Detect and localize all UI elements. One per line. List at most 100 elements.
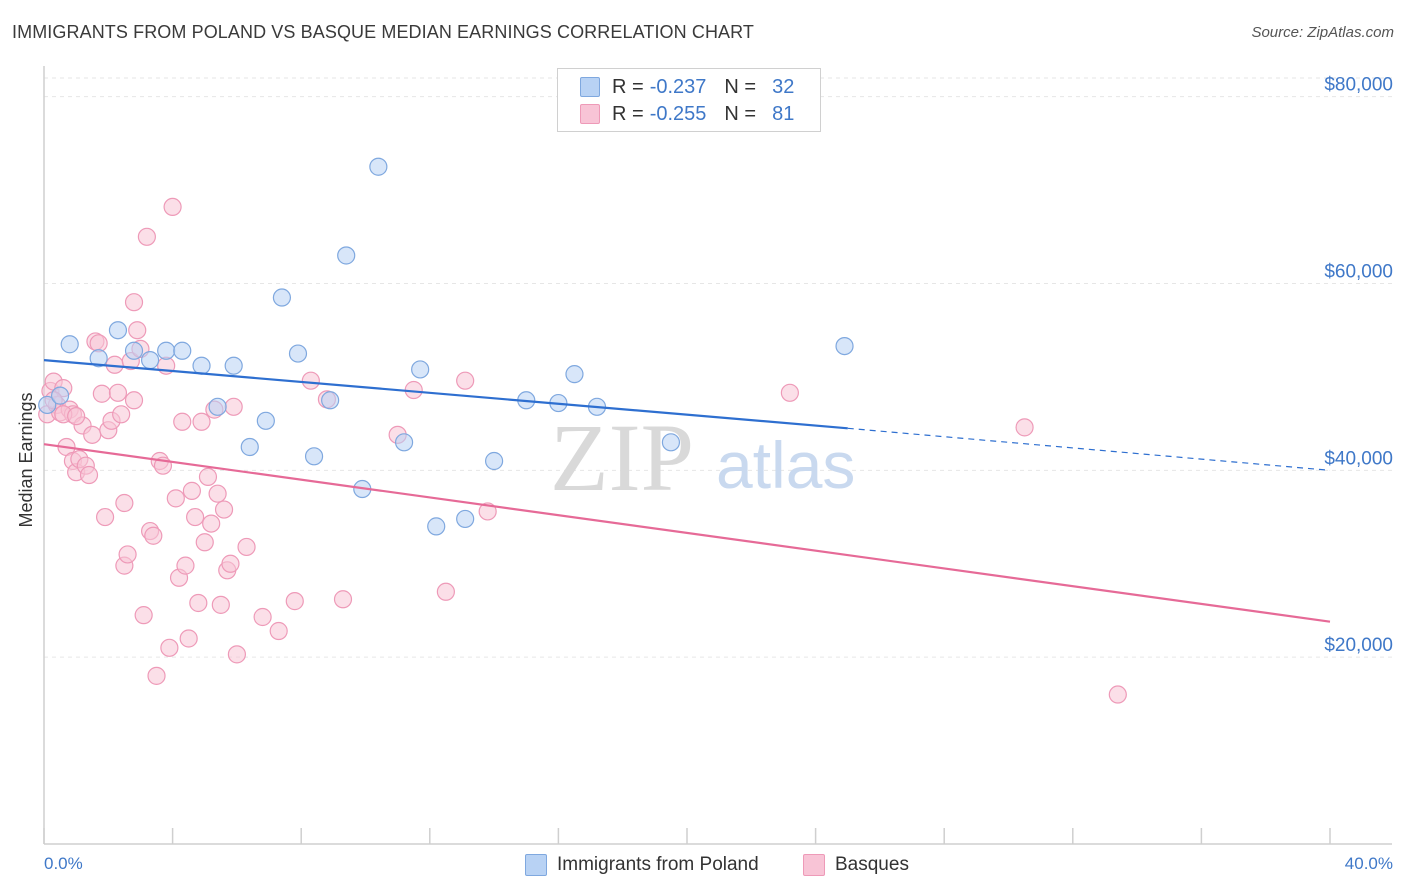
poland-point xyxy=(38,395,57,415)
basque-point xyxy=(144,526,163,545)
poland-point xyxy=(411,360,430,379)
basque-swatch xyxy=(580,104,600,124)
poland-point xyxy=(427,517,446,536)
poland-legend-label: Immigrants from Poland xyxy=(557,854,759,875)
poland-trend-line xyxy=(43,359,848,430)
y-tick-label: $40,000 xyxy=(1324,448,1393,469)
basque-point xyxy=(83,425,102,444)
poland-point xyxy=(208,397,227,416)
basque-point xyxy=(436,582,455,601)
basque-legend-swatch xyxy=(803,854,825,876)
legend-r-label: R = xyxy=(612,75,644,98)
basque-point xyxy=(186,507,205,527)
basque-point xyxy=(118,545,137,564)
legend-r-label: R = xyxy=(612,102,644,125)
basque-point xyxy=(67,407,86,426)
basque-point xyxy=(301,371,320,390)
poland-point xyxy=(485,451,504,471)
basque-point xyxy=(189,593,208,613)
watermark-zip: ZIP xyxy=(550,404,694,511)
y-tick-label: $20,000 xyxy=(1324,635,1393,656)
legend-row-poland: R = -0.237 N = 32 xyxy=(580,74,794,100)
basque-point xyxy=(182,481,201,500)
bottom-legend-poland: Immigrants from Poland xyxy=(525,852,759,878)
basque-point xyxy=(1108,685,1127,704)
basque-point xyxy=(780,383,799,402)
poland-point xyxy=(835,337,854,356)
basque-point xyxy=(227,645,246,664)
basque-point xyxy=(173,412,192,431)
poland-point xyxy=(565,365,584,384)
poland-point xyxy=(108,321,128,340)
basque-point xyxy=(112,405,131,424)
poland-point xyxy=(140,351,160,370)
x-tick-label-max: 40.0% xyxy=(1345,854,1393,873)
watermark-atlas: atlas xyxy=(716,428,855,502)
basque-point xyxy=(192,412,211,431)
y-tick-labels: $20,000 $40,000 $60,000 $80,000 xyxy=(1324,75,1393,656)
basque-point xyxy=(208,484,227,503)
basque-point xyxy=(456,371,475,390)
poland-point xyxy=(272,288,292,307)
basque-legend-label: Basques xyxy=(835,854,909,875)
basque-point xyxy=(166,489,185,508)
poland-point xyxy=(124,341,144,360)
basque-point xyxy=(198,467,218,486)
poland-point xyxy=(173,341,192,360)
legend-row-basque: R = -0.255 N = 81 xyxy=(580,101,794,127)
basque-point xyxy=(134,606,153,625)
legend-r-value-basque: -0.255 xyxy=(649,102,707,125)
watermark: ZIP atlas xyxy=(550,404,855,511)
poland-point xyxy=(60,335,79,354)
poland-point xyxy=(192,356,211,375)
poland-point xyxy=(89,349,108,368)
legend-n-value-basque: 81 xyxy=(772,102,795,125)
basque-point xyxy=(269,621,288,641)
poland-point xyxy=(369,157,388,176)
basque-point xyxy=(124,293,144,312)
basque-point xyxy=(108,383,128,402)
basque-point xyxy=(195,533,214,552)
basque-point xyxy=(211,595,230,614)
poland-trend-extension xyxy=(847,427,1331,471)
basque-point xyxy=(253,607,272,627)
poland-point xyxy=(337,246,356,265)
basque-point xyxy=(79,465,99,485)
basque-point xyxy=(163,197,182,217)
poland-legend-swatch xyxy=(525,854,547,876)
legend-n-label: N = xyxy=(724,75,757,98)
poland-point xyxy=(256,411,275,430)
axes xyxy=(43,66,1392,845)
basque-point xyxy=(333,590,353,609)
basque-point xyxy=(115,493,134,513)
poland-point xyxy=(224,356,243,375)
y-tick-label: $60,000 xyxy=(1324,262,1393,283)
basque-point xyxy=(1015,418,1034,437)
poland-swatch xyxy=(580,77,600,97)
poland-point xyxy=(288,344,308,363)
correlation-legend: R = -0.237 N = 32 R = -0.255 N = 81 xyxy=(557,68,821,132)
basque-point xyxy=(160,638,179,657)
trend-lines xyxy=(43,359,1331,623)
basque-point xyxy=(221,554,240,573)
legend-r-value-poland: -0.237 xyxy=(649,75,707,98)
x-tick-label-min: 0.0% xyxy=(44,854,83,873)
basque-point xyxy=(202,514,221,533)
y-tick-label: $80,000 xyxy=(1324,75,1393,96)
y-axis-label: Median Earnings xyxy=(16,392,36,527)
poland-point xyxy=(50,386,70,405)
basque-point xyxy=(124,391,144,410)
grid-lines xyxy=(44,77,1392,658)
basque-point xyxy=(147,666,166,685)
poland-points xyxy=(38,157,854,536)
legend-n-label: N = xyxy=(724,102,757,125)
poland-point xyxy=(304,447,324,466)
poland-point xyxy=(456,509,475,529)
basque-point xyxy=(478,502,497,521)
basque-point xyxy=(237,537,256,557)
basque-point xyxy=(128,321,147,340)
basque-point xyxy=(224,397,243,416)
poland-point xyxy=(394,433,414,452)
poland-point xyxy=(157,341,176,360)
